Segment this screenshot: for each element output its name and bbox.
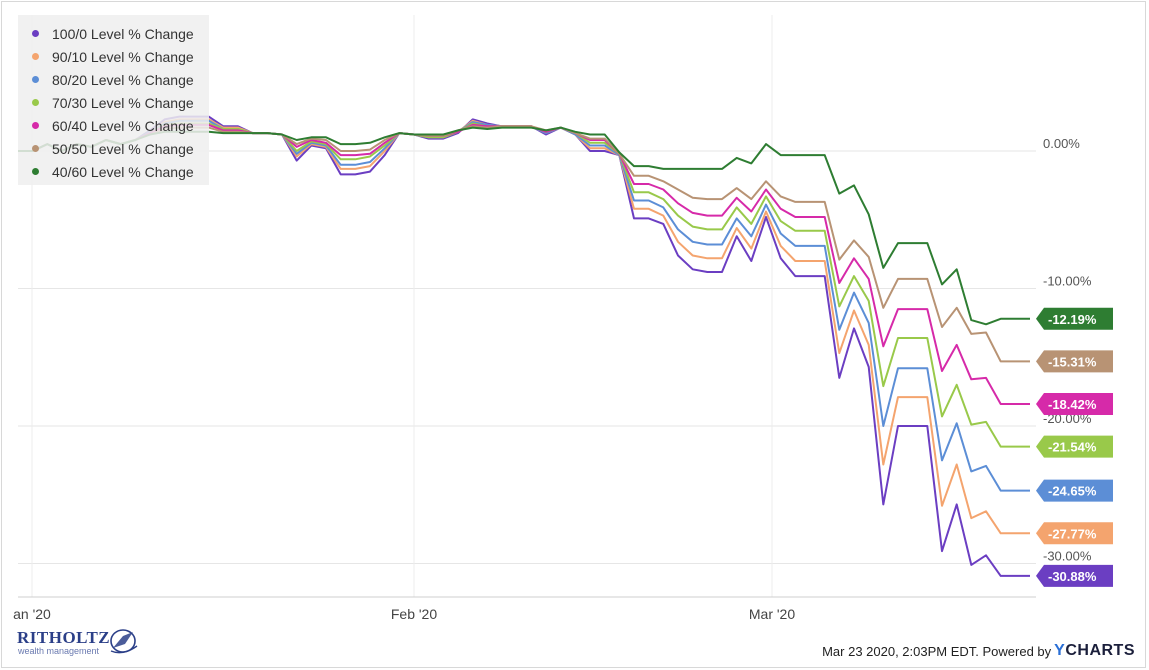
end-label-4: -18.42% (1036, 393, 1113, 415)
legend-label: 70/30 Level % Change (52, 94, 194, 111)
end-label-2: -24.65% (1036, 479, 1113, 502)
footer: Mar 23 2020, 2:03PM EDT. Powered by YCHA… (822, 642, 1135, 660)
end-value-labels: -30.88% -27.77% -24.65% -21.54% -18.42% -15.3… (1036, 307, 1113, 587)
end-label-tag (1036, 435, 1113, 458)
legend-item-0[interactable]: 100/0 Level % Change (18, 22, 209, 45)
end-label-5: -15.31% (1036, 350, 1113, 373)
legend-label: 40/60 Level % Change (52, 163, 194, 180)
legend-label: 50/50 Level % Change (52, 140, 194, 157)
end-label-tag (1036, 479, 1113, 502)
end-label-tag (1036, 393, 1113, 415)
y-tick-label: 0.00% (1043, 136, 1080, 151)
x-tick-label: an '20 (13, 606, 51, 622)
end-label-tag (1036, 522, 1113, 545)
legend-marker-icon (32, 76, 39, 83)
ycharts-rest: CHARTS (1065, 642, 1135, 659)
end-label-text: -18.42% (1048, 397, 1097, 412)
legend-marker-icon (32, 30, 39, 37)
x-tick-label: Feb '20 (391, 606, 437, 622)
ycharts-logo[interactable]: YCHARTS (1054, 642, 1135, 660)
legend-item-2[interactable]: 80/20 Level % Change (18, 68, 209, 91)
end-label-text: -30.88% (1048, 569, 1097, 584)
series-lines (18, 115, 1030, 577)
end-label-6: -12.19% (1036, 307, 1113, 330)
legend-label: 60/40 Level % Change (52, 117, 194, 134)
logo-subtitle: wealth management (18, 646, 100, 656)
compass-rose-icon (110, 629, 138, 654)
legend-marker-icon (32, 99, 39, 106)
end-label-0: -30.88% (1036, 564, 1113, 587)
legend-label: 80/20 Level % Change (52, 71, 194, 88)
legend-item-1[interactable]: 90/10 Level % Change (18, 45, 209, 68)
legend: 100/0 Level % Change 90/10 Level % Change… (18, 15, 209, 185)
end-label-text: -27.77% (1048, 526, 1097, 541)
end-label-text: -12.19% (1048, 312, 1097, 327)
series-line-0 (18, 115, 1030, 577)
legend-label: 100/0 Level % Change (52, 25, 194, 42)
legend-marker-icon (32, 145, 39, 152)
legend-marker-icon (32, 53, 39, 60)
end-label-text: -21.54% (1048, 440, 1097, 455)
end-label-1: -27.77% (1036, 522, 1113, 545)
end-label-tag (1036, 350, 1113, 373)
ycharts-y: Y (1054, 642, 1066, 659)
ritholtz-logo: RITHOLTZ wealth management (17, 626, 147, 660)
x-tick-label: Mar '20 (749, 606, 795, 622)
y-tick-label: -30.00% (1043, 549, 1092, 564)
legend-item-4[interactable]: 60/40 Level % Change (18, 114, 209, 137)
end-label-3: -21.54% (1036, 435, 1113, 458)
y-tick-label: -10.00% (1043, 274, 1092, 289)
x-axis-ticks: an '20 Feb '20 Mar '20 (13, 606, 795, 622)
legend-marker-icon (32, 168, 39, 175)
logo-name: RITHOLTZ (17, 628, 111, 647)
legend-item-6[interactable]: 40/60 Level % Change (18, 160, 209, 183)
end-label-text: -24.65% (1048, 484, 1097, 499)
end-label-tag (1036, 307, 1113, 330)
legend-marker-icon (32, 122, 39, 129)
legend-item-5[interactable]: 50/50 Level % Change (18, 137, 209, 160)
end-label-text: -15.31% (1048, 354, 1097, 369)
legend-item-3[interactable]: 70/30 Level % Change (18, 91, 209, 114)
timestamp-text: Mar 23 2020, 2:03PM EDT. Powered by (822, 643, 1052, 659)
end-label-tag (1036, 564, 1113, 587)
legend-label: 90/10 Level % Change (52, 48, 194, 65)
